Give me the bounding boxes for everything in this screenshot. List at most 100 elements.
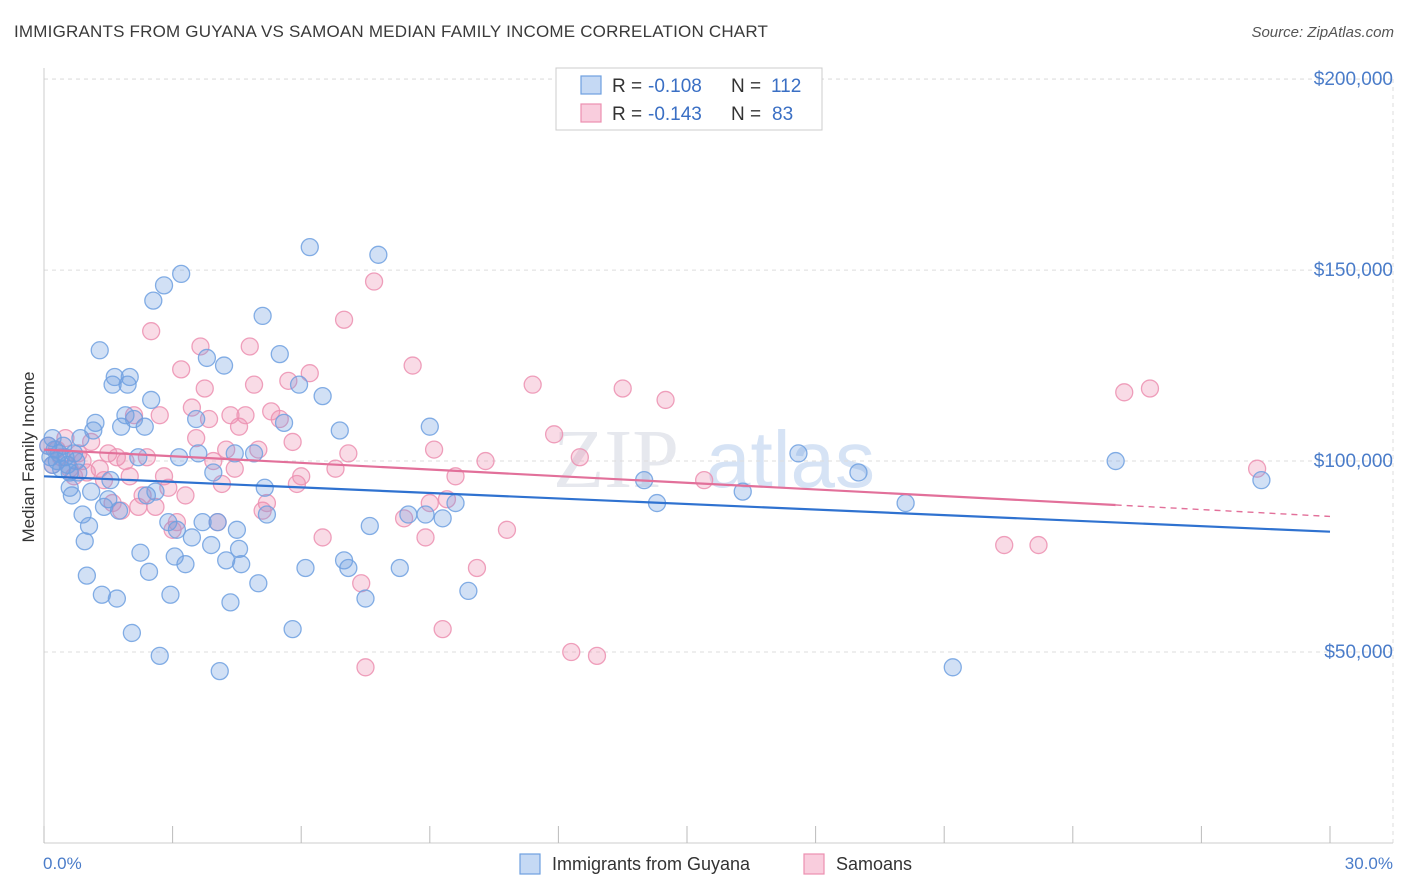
guyana-point bbox=[77, 566, 97, 585]
legend-r-value: -0.108 bbox=[648, 76, 702, 97]
guyana-point bbox=[360, 516, 379, 536]
guyana-point bbox=[86, 413, 105, 433]
guyana-point bbox=[339, 558, 358, 578]
samoans-point bbox=[416, 528, 435, 547]
guyana-point bbox=[255, 478, 274, 497]
legend-n-label: N = bbox=[731, 104, 761, 125]
samoans-point bbox=[90, 459, 109, 478]
watermark-zip: ZIP bbox=[553, 413, 679, 506]
samoans-point bbox=[120, 467, 139, 486]
guyana-point bbox=[270, 344, 289, 364]
samoans-point bbox=[523, 375, 542, 394]
guyana-point bbox=[208, 513, 227, 532]
samoans-point bbox=[1247, 459, 1267, 478]
guyana-point bbox=[217, 551, 236, 570]
legend-swatch-guyana bbox=[519, 853, 541, 875]
samoans-point bbox=[292, 467, 311, 486]
guyana-point bbox=[849, 463, 868, 482]
samoans-point bbox=[187, 428, 206, 448]
samoans-point bbox=[225, 459, 244, 478]
guyana-point bbox=[390, 558, 409, 578]
guyana-point bbox=[225, 444, 244, 463]
legend-swatch-samoans bbox=[580, 103, 602, 123]
samoans-point bbox=[995, 535, 1014, 555]
legend-r-value: -0.143 bbox=[648, 104, 702, 125]
samoans-point bbox=[1115, 383, 1134, 402]
y-tick-label: $100,000 bbox=[1314, 451, 1393, 472]
guyana-point bbox=[356, 589, 375, 608]
source-note: Source: ZipAtlas.com bbox=[1251, 24, 1394, 41]
samoans-point bbox=[199, 409, 219, 429]
samoans-point bbox=[244, 375, 264, 394]
guyana-point bbox=[232, 555, 251, 574]
guyana-point bbox=[129, 448, 148, 467]
axes bbox=[43, 68, 1393, 844]
samoans-point bbox=[313, 528, 332, 547]
samoans-point bbox=[82, 432, 101, 452]
samoans-point bbox=[195, 379, 214, 398]
legend-label-samoans: Samoans bbox=[836, 854, 912, 874]
guyana-point bbox=[300, 238, 319, 257]
guyana-point bbox=[176, 555, 195, 574]
samoans-trend-extension bbox=[1115, 504, 1331, 518]
samoans-point bbox=[339, 444, 358, 463]
guyana-point bbox=[433, 509, 452, 528]
guyana-point bbox=[189, 444, 208, 463]
guyana-point bbox=[193, 513, 212, 532]
samoans-point bbox=[587, 646, 607, 665]
samoans-point bbox=[613, 379, 632, 398]
samoans-point bbox=[497, 520, 517, 539]
y-axis-label: Median Family Income bbox=[19, 371, 38, 542]
guyana-point bbox=[1252, 470, 1271, 490]
guyana-point bbox=[82, 482, 101, 501]
samoans-point bbox=[334, 310, 354, 329]
x-tick-label-min: 0.0% bbox=[43, 854, 82, 873]
samoans-point bbox=[326, 459, 345, 478]
guyana-point bbox=[221, 593, 240, 612]
samoans-point bbox=[570, 448, 589, 467]
legend-n-value: 83 bbox=[772, 104, 793, 125]
guyana-points bbox=[39, 238, 1271, 681]
guyana-point bbox=[197, 348, 217, 368]
samoans-point bbox=[236, 406, 255, 425]
guyana-point bbox=[137, 486, 157, 505]
guyana-point bbox=[296, 558, 315, 578]
samoans-point bbox=[356, 658, 375, 677]
samoans-point bbox=[544, 425, 564, 444]
legend-swatch-guyana bbox=[580, 75, 602, 95]
samoans-point bbox=[1029, 535, 1048, 555]
y-tick-label: $200,000 bbox=[1314, 69, 1393, 90]
guyana-point bbox=[150, 646, 169, 665]
guyana-point bbox=[167, 520, 187, 539]
guyana-point bbox=[182, 528, 202, 547]
guyana-point bbox=[257, 505, 277, 524]
legend-n-value: 112 bbox=[771, 76, 801, 97]
guyana-point bbox=[146, 482, 165, 501]
legend-n-label: N = bbox=[731, 76, 761, 97]
guyana-point bbox=[943, 658, 962, 677]
guyana-point bbox=[142, 390, 161, 410]
samoans-point bbox=[656, 390, 675, 410]
samoans-point bbox=[283, 432, 302, 452]
trend-lines bbox=[43, 448, 1331, 533]
guyana-trend-line bbox=[43, 475, 1331, 533]
series-legend: Immigrants from Guyana Samoans bbox=[519, 853, 912, 875]
guyana-point bbox=[244, 444, 264, 463]
guyana-point bbox=[789, 444, 808, 463]
guyana-point bbox=[67, 451, 86, 471]
y-tick-label: $50,000 bbox=[1324, 642, 1393, 663]
samoans-point bbox=[420, 493, 439, 513]
samoans-point bbox=[279, 371, 298, 390]
guyana-point bbox=[79, 516, 99, 536]
guyana-point bbox=[283, 619, 302, 639]
guyana-point bbox=[313, 386, 332, 406]
chart-title: IMMIGRANTS FROM GUYANA VS SAMOAN MEDIAN … bbox=[14, 22, 769, 41]
guyana-point bbox=[122, 623, 142, 643]
guyana-point bbox=[187, 409, 206, 429]
samoans-point bbox=[182, 398, 202, 417]
x-tick-label-max: 30.0% bbox=[1345, 854, 1393, 873]
guyana-point bbox=[154, 276, 174, 295]
samoans-point bbox=[437, 490, 457, 509]
legend-r-label: R = bbox=[612, 76, 642, 97]
guyana-point bbox=[289, 375, 309, 394]
